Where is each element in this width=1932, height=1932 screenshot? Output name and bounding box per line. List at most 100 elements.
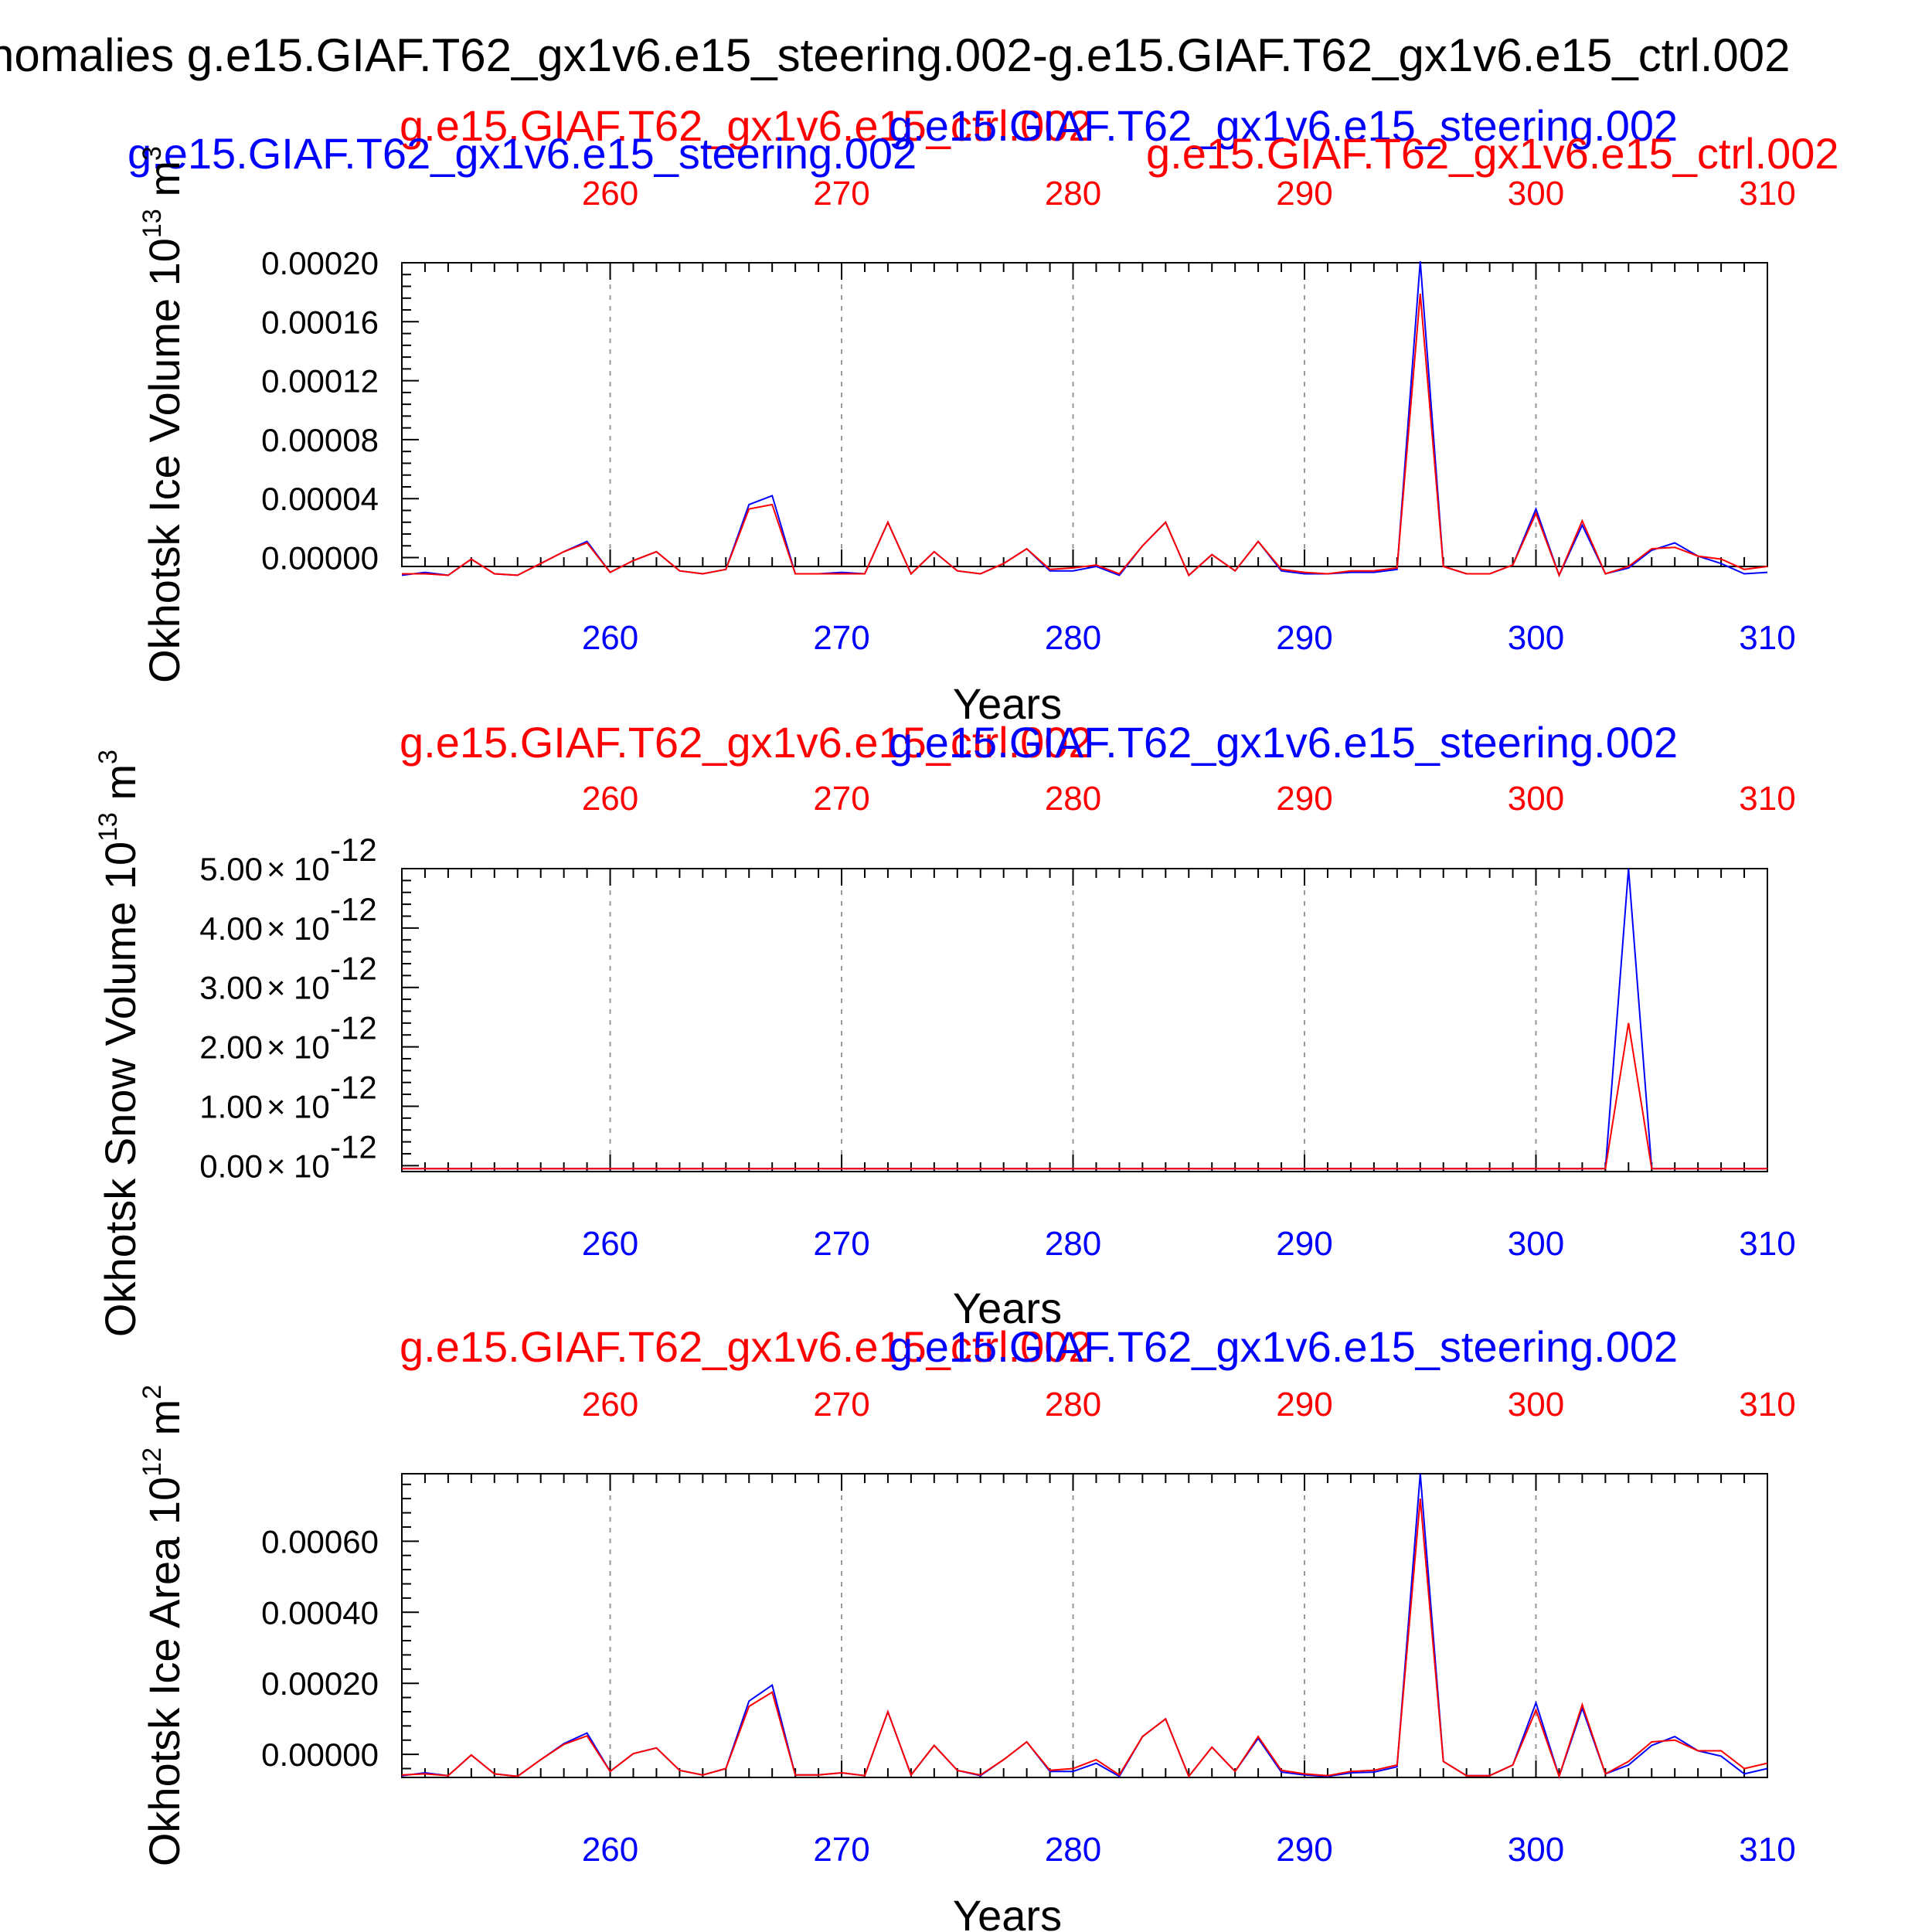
plot-frame [401, 868, 1768, 1172]
y-tick-multiplier: × [267, 1029, 286, 1066]
y-axis-label-exponent: 13 [138, 209, 167, 238]
y-tick-label: 0.00020 [261, 1665, 379, 1702]
x-tick-label-top: 310 [1739, 175, 1795, 213]
plot-frame [401, 1473, 1768, 1778]
y-tick-label: 0.00020 [261, 245, 379, 281]
x-tick-label-bottom: 290 [1276, 619, 1332, 657]
experiment-series-title-top: g.e15.GIAF.T62_gx1v6.e15_steering.002 [889, 101, 1678, 150]
experiment-series-title: g.e15.GIAF.T62_gx1v6.e15_steering.002 [889, 718, 1678, 767]
x-tick-label-bottom: 280 [1045, 1225, 1101, 1263]
y-axis-unit-exponent: 3 [94, 750, 123, 764]
y-tick-label: 2.00 [199, 1029, 263, 1066]
y-tick-label: 0.00004 [261, 481, 379, 517]
x-tick-label-top: 310 [1739, 780, 1795, 818]
control-series-title: g.e15.GIAF.T62_gx1v6.e15_ctrl.002 [400, 718, 1093, 767]
y-tick-label: 0.00008 [261, 422, 379, 458]
series-line-experiment [402, 868, 1767, 1170]
y-axis-label: Okhotsk Snow Volume 1013 m3 [94, 750, 145, 1337]
x-axis-label: Years [953, 1891, 1062, 1932]
y-axis-label: Okhotsk Ice Volume 1013 m3 [138, 146, 189, 683]
x-tick-label-bottom: 290 [1276, 1225, 1332, 1263]
y-tick-exponent: -12 [330, 832, 377, 868]
y-axis-label-text: Okhotsk Snow Volume 10 [96, 842, 145, 1337]
y-tick-base: 10 [294, 910, 330, 947]
y-axis-unit: m [96, 764, 145, 812]
x-tick-label-top: 260 [582, 1386, 638, 1423]
x-axis-label: Years [953, 679, 1062, 728]
x-tick-label-top: 300 [1508, 780, 1564, 818]
x-tick-label-top: 290 [1276, 1386, 1332, 1423]
y-axis-label-exponent: 13 [94, 812, 123, 842]
x-tick-label-bottom: 270 [813, 619, 869, 657]
x-tick-label-bottom: 280 [1045, 619, 1101, 657]
x-tick-label-top: 280 [1045, 780, 1101, 818]
x-tick-label-bottom: 310 [1739, 1831, 1795, 1869]
x-tick-label-bottom: 260 [582, 1831, 638, 1869]
x-tick-label-bottom: 290 [1276, 1831, 1332, 1869]
y-tick-label: 0.00012 [261, 363, 379, 400]
control-series-title: g.e15.GIAF.T62_gx1v6.e15_ctrl.002 [400, 1322, 1093, 1371]
x-tick-label-top: 310 [1739, 1386, 1795, 1423]
x-tick-label-bottom: 280 [1045, 1831, 1101, 1869]
series-line-control [402, 294, 1768, 578]
x-tick-label-bottom: 260 [582, 619, 638, 657]
control-series-title: g.e15.GIAF.T62_gx1v6.e15_ctrl.002 [400, 101, 1093, 150]
series-line-experiment [401, 261, 1768, 578]
x-tick-label-bottom: 300 [1508, 1225, 1564, 1263]
y-axis-unit-exponent: 3 [138, 146, 167, 161]
x-tick-label-bottom: 270 [813, 1225, 869, 1263]
y-tick-label: 0.00040 [261, 1594, 379, 1631]
y-tick-label: 0.00060 [261, 1523, 379, 1560]
chart-panel-1: g.e15.GIAF.T62_gx1v6.e15_ctrl.002g.e15.G… [128, 101, 1839, 728]
y-tick-label: 0.00000 [261, 540, 379, 577]
y-axis-label-text: Okhotsk Ice Volume 10 [140, 238, 189, 683]
y-tick-base: 10 [294, 1088, 330, 1124]
y-tick-base: 10 [294, 1029, 330, 1066]
chart-panel-3: g.e15.GIAF.T62_gx1v6.e15_ctrl.002g.e15.G… [138, 1322, 1796, 1932]
y-axis-label-text: Okhotsk Ice Area 10 [140, 1477, 189, 1866]
x-tick-label-bottom: 310 [1739, 619, 1795, 657]
y-tick-base: 10 [294, 851, 330, 887]
x-tick-label-top: 300 [1508, 1386, 1564, 1423]
y-axis-unit: m [140, 161, 189, 209]
x-tick-label-top: 290 [1276, 780, 1332, 818]
x-tick-label-top: 260 [582, 780, 638, 818]
x-tick-label-bottom: 300 [1508, 1831, 1564, 1869]
y-tick-multiplier: × [267, 851, 286, 887]
x-tick-label-bottom: 310 [1739, 1225, 1795, 1263]
y-axis-label-exponent: 12 [138, 1447, 167, 1477]
x-tick-label-top: 290 [1276, 175, 1332, 213]
experiment-series-title: g.e15.GIAF.T62_gx1v6.e15_steering.002 [889, 1322, 1678, 1371]
series-line-control [402, 1022, 1767, 1170]
y-axis-label: Okhotsk Ice Area 1012 m2 [138, 1385, 189, 1866]
y-tick-label: 0.00000 [261, 1736, 379, 1773]
y-tick-label: 0.00 [199, 1148, 263, 1184]
x-tick-label-bottom: 260 [582, 1225, 638, 1263]
x-tick-label-top: 270 [813, 1386, 869, 1423]
plot-frame [401, 262, 1768, 567]
y-tick-label: 4.00 [199, 910, 263, 947]
x-tick-label-top: 280 [1045, 1386, 1101, 1423]
y-tick-multiplier: × [267, 970, 286, 1006]
y-tick-exponent: -12 [330, 951, 377, 987]
y-tick-label: 5.00 [199, 851, 263, 887]
y-tick-label: 1.00 [199, 1088, 263, 1124]
x-tick-label-top: 260 [582, 175, 638, 213]
panels: g.e15.GIAF.T62_gx1v6.e15_ctrl.002g.e15.G… [94, 101, 1839, 1932]
y-tick-base: 10 [294, 1148, 330, 1184]
y-tick-label: 0.00016 [261, 304, 379, 340]
control-series-title-right: g.e15.GIAF.T62_gx1v6.e15_ctrl.002 [1146, 129, 1839, 178]
x-tick-label-bottom: 300 [1508, 619, 1564, 657]
chart-panel-2: g.e15.GIAF.T62_gx1v6.e15_ctrl.002g.e15.G… [94, 718, 1796, 1337]
x-tick-label-top: 280 [1045, 175, 1101, 213]
y-tick-multiplier: × [267, 1148, 286, 1184]
x-tick-label-bottom: 270 [813, 1831, 869, 1869]
x-axis-label: Years [953, 1284, 1062, 1332]
y-tick-multiplier: × [267, 910, 286, 947]
y-tick-exponent: -12 [330, 1128, 377, 1165]
y-axis-unit-exponent: 2 [138, 1385, 167, 1400]
y-tick-base: 10 [294, 970, 330, 1006]
x-tick-label-top: 300 [1508, 175, 1564, 213]
x-tick-label-top: 270 [813, 175, 869, 213]
